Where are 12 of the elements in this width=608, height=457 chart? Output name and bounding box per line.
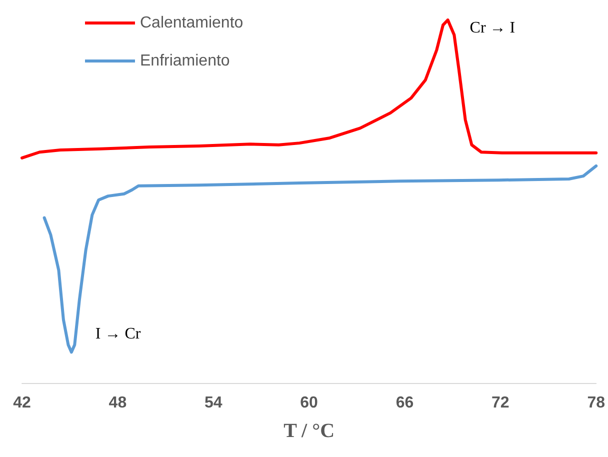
x-tick-label: 72 bbox=[492, 394, 510, 412]
legend-label: Calentamiento bbox=[140, 14, 244, 32]
legend-label: Enfriamiento bbox=[140, 52, 230, 70]
x-tick-label: 42 bbox=[13, 394, 31, 412]
x-axis-title: T / °C bbox=[284, 420, 335, 442]
x-tick-label: 60 bbox=[300, 394, 318, 412]
x-tick-label: 48 bbox=[108, 394, 127, 412]
annotation: I → Cr bbox=[95, 326, 142, 343]
x-tick-label: 66 bbox=[396, 394, 414, 412]
x-tick-label: 54 bbox=[204, 394, 222, 412]
annotation: Cr → I bbox=[470, 20, 516, 36]
x-tick-label: 78 bbox=[587, 394, 606, 412]
